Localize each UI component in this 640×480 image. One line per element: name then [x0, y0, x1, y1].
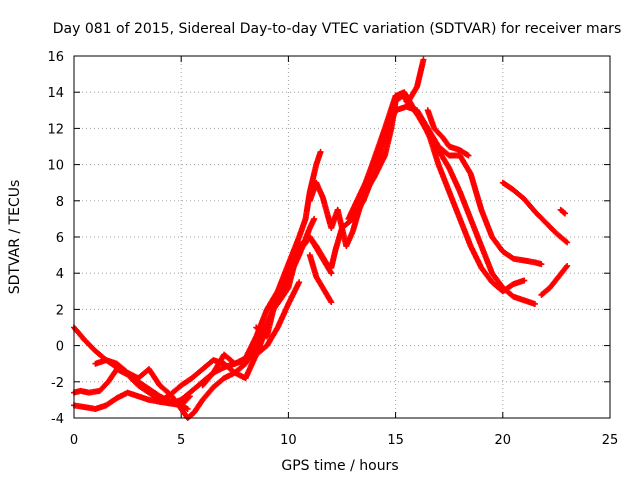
data-point-arc-13: [562, 238, 569, 245]
y-tick-label: 10: [47, 159, 64, 174]
y-tick-label: 2: [56, 303, 64, 318]
y-tick-label: -2: [51, 376, 64, 391]
y-tick-label: 8: [56, 195, 64, 210]
x-tick-label: 20: [495, 433, 512, 448]
chart-title: Day 081 of 2015, Sidereal Day-to-day VTE…: [53, 21, 621, 37]
y-tick-label: 16: [47, 50, 64, 65]
data-point-arc-5: [328, 270, 335, 277]
data-point-arc-14: [561, 210, 568, 217]
y-axis-label: SDTVAR / TECUs: [7, 180, 23, 295]
data-point-arc-13: [564, 239, 571, 246]
y-tick-label: 0: [56, 340, 64, 355]
x-axis-label: GPS time / hours: [281, 458, 398, 474]
y-tick-label: 12: [47, 122, 64, 137]
x-tick-label: 10: [280, 433, 297, 448]
data-point-arc-3: [296, 279, 303, 286]
plot-frame: [73, 55, 611, 419]
data-point-arc-4: [311, 215, 318, 222]
y-tick-label: 4: [56, 267, 64, 282]
x-tick-label: 5: [177, 433, 185, 448]
y-tick-label: 6: [56, 231, 64, 246]
x-tick-label: 25: [602, 433, 619, 448]
data-point-arc-12: [465, 152, 472, 159]
data-point-arc-14: [560, 209, 567, 216]
data-point-arc-9: [420, 56, 427, 63]
x-tick-label: 15: [387, 433, 404, 448]
data-points: [71, 56, 571, 421]
data-point-arc-7: [538, 261, 545, 268]
y-tick-label: -4: [51, 412, 64, 427]
data-point-arc-15: [564, 262, 571, 269]
y-tick-label: 14: [47, 86, 64, 101]
data-point-arc-6: [317, 148, 324, 155]
data-point-arc-11: [531, 300, 538, 307]
data-point-arc-1: [184, 405, 191, 412]
data-point-arc-10: [521, 277, 528, 284]
x-tick-label: 0: [70, 433, 78, 448]
data-point-arc-8: [328, 299, 335, 306]
